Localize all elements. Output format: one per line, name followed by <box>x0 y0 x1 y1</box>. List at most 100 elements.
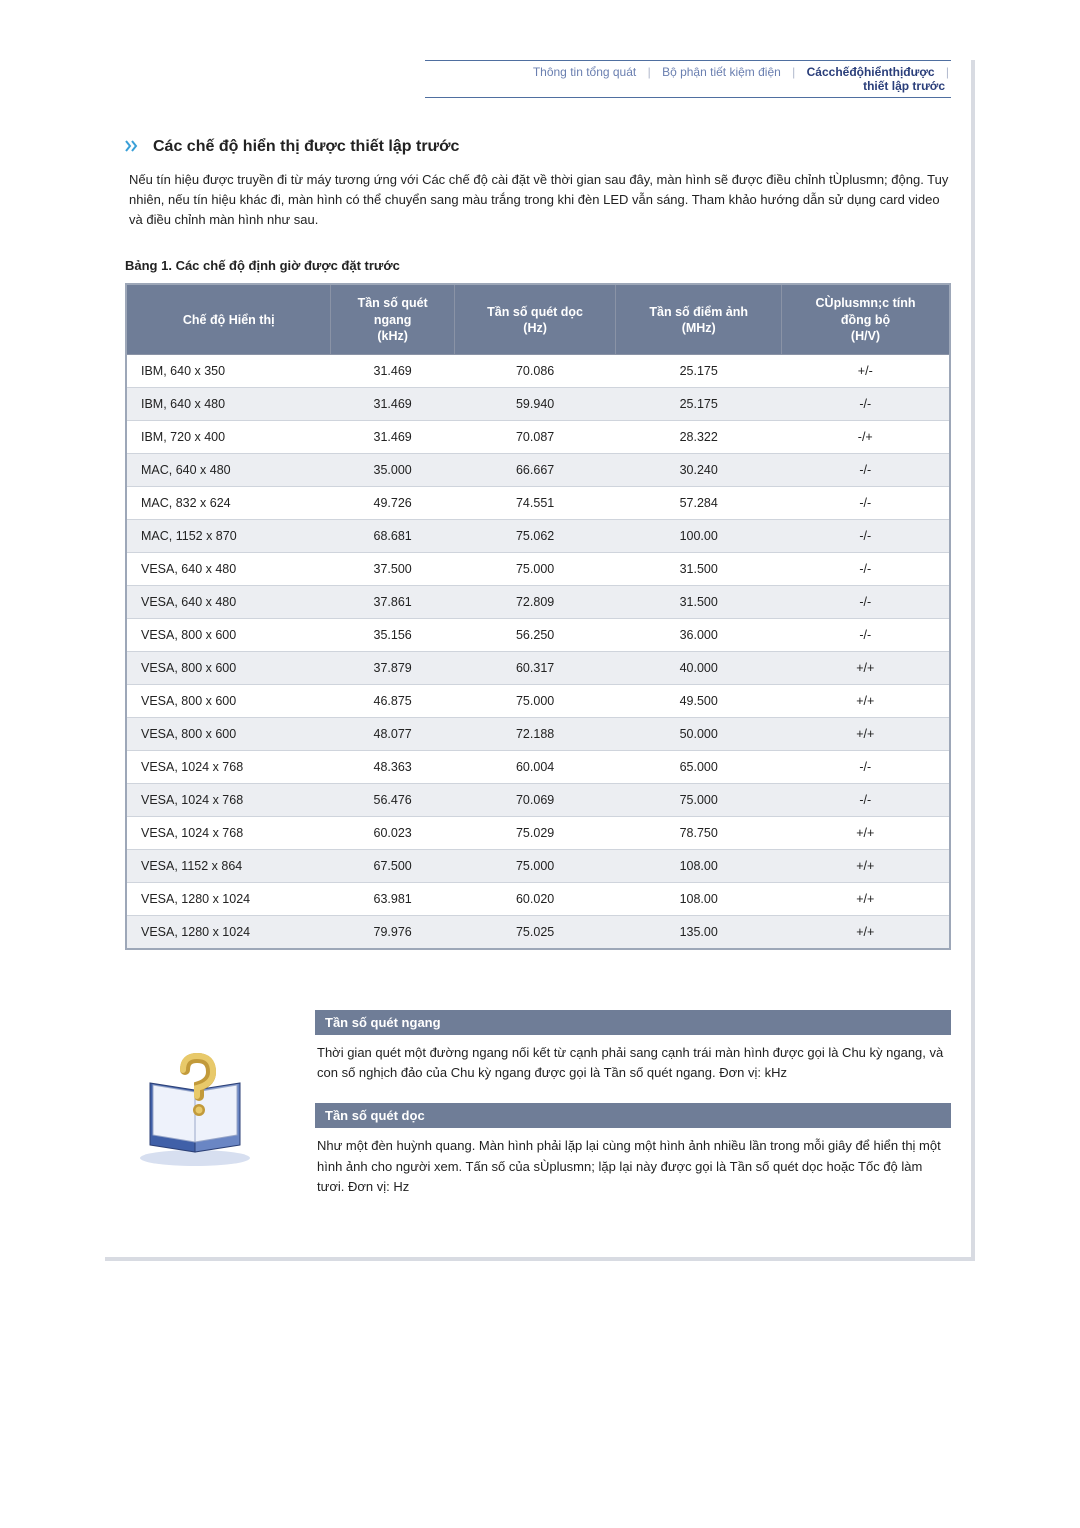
table-cell: 56.250 <box>454 619 616 652</box>
table-cell: 75.029 <box>454 817 616 850</box>
table-cell: 31.500 <box>616 553 782 586</box>
table-cell: 46.875 <box>331 685 454 718</box>
table-cell: +/- <box>782 355 950 388</box>
table-caption: Bảng 1. Các chế độ định giờ được đặt trư… <box>125 258 951 273</box>
table-cell: 108.00 <box>616 850 782 883</box>
table-cell: 35.000 <box>331 454 454 487</box>
table-cell: 48.077 <box>331 718 454 751</box>
table-cell: +/+ <box>782 916 950 950</box>
table-cell: VESA, 1024 x 768 <box>126 817 331 850</box>
table-cell: 25.175 <box>616 355 782 388</box>
table-header-row: Chế độ Hiển thị Tần số quét ngang (kHz) … <box>126 284 950 354</box>
info-vfreq-title: Tần số quét dọc <box>315 1103 951 1128</box>
table-row: VESA, 1024 x 76860.02375.02978.750+/+ <box>126 817 950 850</box>
table-cell: 31.469 <box>331 388 454 421</box>
table-cell: -/- <box>782 388 950 421</box>
table-cell: 75.000 <box>454 553 616 586</box>
table-cell: 72.188 <box>454 718 616 751</box>
table-cell: +/+ <box>782 652 950 685</box>
nav-separator: | <box>646 65 653 79</box>
table-row: VESA, 1024 x 76856.47670.06975.000-/- <box>126 784 950 817</box>
table-cell: 25.175 <box>616 388 782 421</box>
table-cell: 49.500 <box>616 685 782 718</box>
info-hfreq-title: Tần số quét ngang <box>315 1010 951 1035</box>
table-cell: 60.317 <box>454 652 616 685</box>
table-cell: 74.551 <box>454 487 616 520</box>
table-cell: -/- <box>782 784 950 817</box>
table-cell: IBM, 720 x 400 <box>126 421 331 454</box>
table-cell: 135.00 <box>616 916 782 950</box>
table-cell: 30.240 <box>616 454 782 487</box>
table-cell: 66.667 <box>454 454 616 487</box>
top-nav: Thông tin tổng quát | Bộ phận tiết kiệm … <box>425 60 951 98</box>
table-cell: +/+ <box>782 883 950 916</box>
table-cell: 100.00 <box>616 520 782 553</box>
table-cell: +/+ <box>782 850 950 883</box>
table-cell: MAC, 832 x 624 <box>126 487 331 520</box>
table-cell: VESA, 800 x 600 <box>126 619 331 652</box>
table-row: VESA, 800 x 60035.15656.25036.000-/- <box>126 619 950 652</box>
table-cell: VESA, 1024 x 768 <box>126 751 331 784</box>
table-cell: VESA, 800 x 600 <box>126 652 331 685</box>
table-row: MAC, 640 x 48035.00066.66730.240-/- <box>126 454 950 487</box>
nav-link-general[interactable]: Thông tin tổng quát <box>527 65 642 79</box>
table-cell: 57.284 <box>616 487 782 520</box>
table-cell: 31.469 <box>331 421 454 454</box>
table-row: VESA, 800 x 60046.87575.00049.500+/+ <box>126 685 950 718</box>
table-cell: -/- <box>782 586 950 619</box>
chevron-icon <box>125 139 143 156</box>
table-cell: 70.087 <box>454 421 616 454</box>
table-row: VESA, 640 x 48037.86172.80931.500-/- <box>126 586 950 619</box>
col-vfreq: Tần số quét dọc (Hz) <box>454 284 616 354</box>
table-cell: 48.363 <box>331 751 454 784</box>
table-cell: 68.681 <box>331 520 454 553</box>
table-cell: MAC, 1152 x 870 <box>126 520 331 553</box>
table-row: VESA, 800 x 60037.87960.31740.000+/+ <box>126 652 950 685</box>
table-cell: 108.00 <box>616 883 782 916</box>
table-row: VESA, 1280 x 102479.97675.025135.00+/+ <box>126 916 950 950</box>
col-mode: Chế độ Hiển thị <box>126 284 331 354</box>
table-cell: 59.940 <box>454 388 616 421</box>
nav-separator: | <box>790 65 797 79</box>
table-cell: 60.020 <box>454 883 616 916</box>
table-cell: -/- <box>782 487 950 520</box>
table-cell: 28.322 <box>616 421 782 454</box>
table-row: VESA, 640 x 48037.50075.00031.500-/- <box>126 553 950 586</box>
table-cell: 40.000 <box>616 652 782 685</box>
table-row: VESA, 800 x 60048.07772.18850.000+/+ <box>126 718 950 751</box>
nav-link-powersave[interactable]: Bộ phận tiết kiệm điện <box>656 65 787 79</box>
table-cell: -/- <box>782 520 950 553</box>
table-row: VESA, 1152 x 86467.50075.000108.00+/+ <box>126 850 950 883</box>
table-cell: 56.476 <box>331 784 454 817</box>
col-pixel: Tần số điểm ảnh (MHz) <box>616 284 782 354</box>
info-vfreq-text: Như một đèn huỳnh quang. Màn hình phải l… <box>315 1136 951 1196</box>
table-cell: 75.000 <box>454 685 616 718</box>
table-cell: -/+ <box>782 421 950 454</box>
table-row: MAC, 832 x 62449.72674.55157.284-/- <box>126 487 950 520</box>
table-cell: 31.469 <box>331 355 454 388</box>
info-section: Tần số quét ngang Thời gian quét một đườ… <box>125 1010 951 1217</box>
table-cell: +/+ <box>782 718 950 751</box>
page: Thông tin tổng quát | Bộ phận tiết kiệm … <box>105 60 975 1261</box>
table-cell: +/+ <box>782 817 950 850</box>
table-cell: MAC, 640 x 480 <box>126 454 331 487</box>
table-cell: -/- <box>782 751 950 784</box>
table-cell: 70.086 <box>454 355 616 388</box>
table-cell: VESA, 800 x 600 <box>126 685 331 718</box>
table-cell: 78.750 <box>616 817 782 850</box>
table-cell: 72.809 <box>454 586 616 619</box>
table-cell: 75.000 <box>616 784 782 817</box>
table-cell: 35.156 <box>331 619 454 652</box>
table-cell: 67.500 <box>331 850 454 883</box>
table-row: MAC, 1152 x 87068.68175.062100.00-/- <box>126 520 950 553</box>
table-cell: 37.879 <box>331 652 454 685</box>
table-cell: VESA, 1280 x 1024 <box>126 883 331 916</box>
table-row: IBM, 640 x 35031.46970.08625.175+/- <box>126 355 950 388</box>
table-cell: VESA, 640 x 480 <box>126 553 331 586</box>
intro-paragraph: Nếu tín hiệu được truyền đi từ máy tương… <box>129 170 951 230</box>
nav-link-preset-modes[interactable]: Cácchếđộhiểnthịđược <box>801 65 941 79</box>
table-cell: -/- <box>782 454 950 487</box>
table-cell: 75.000 <box>454 850 616 883</box>
table-cell: 63.981 <box>331 883 454 916</box>
table-cell: 31.500 <box>616 586 782 619</box>
